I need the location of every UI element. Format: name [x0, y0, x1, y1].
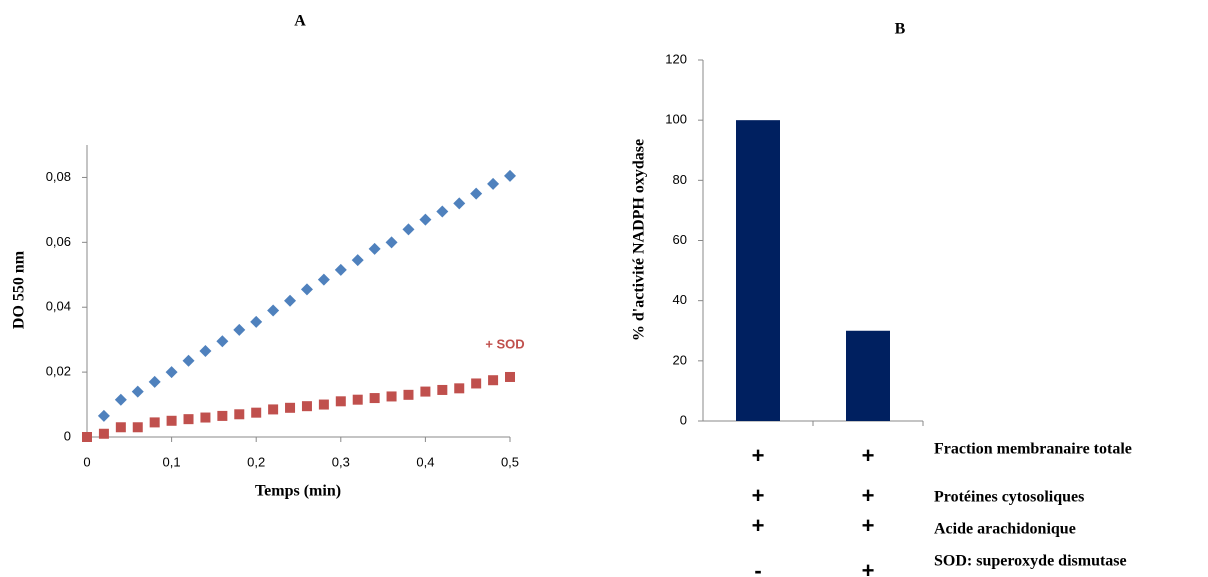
row-sign: + [862, 483, 875, 508]
y-tick-label: 40 [673, 292, 687, 307]
point [318, 399, 329, 410]
bar [846, 330, 890, 421]
point [419, 213, 432, 226]
chart-title: A [294, 13, 306, 30]
y-tick-label: 0,06 [46, 234, 71, 249]
point [488, 375, 499, 386]
point [114, 393, 127, 406]
y-tick-label: 0,08 [46, 169, 71, 184]
point [200, 412, 211, 423]
point [234, 409, 245, 420]
row-sign: + [862, 558, 875, 577]
point [368, 242, 381, 255]
point [148, 375, 161, 388]
x-tick-label: 0,4 [416, 454, 434, 469]
row-sign: - [754, 558, 761, 577]
y-tick-label: 80 [673, 172, 687, 187]
x-axis-title: Temps (min) [255, 483, 341, 500]
point [285, 402, 296, 413]
y-tick-label: 0 [680, 412, 687, 427]
row-sign: + [752, 513, 765, 538]
point [132, 422, 143, 433]
point [403, 389, 414, 400]
point [487, 177, 500, 190]
point [453, 197, 466, 210]
point [149, 417, 160, 428]
x-tick-label: 0,2 [247, 454, 265, 469]
point [217, 410, 228, 421]
row-label: Acide arachidonique [934, 521, 1076, 538]
point [471, 378, 482, 389]
chart-title: B [895, 21, 906, 38]
point [183, 414, 194, 425]
row-sign: + [862, 513, 875, 538]
point [420, 386, 431, 397]
point [504, 169, 516, 182]
point [385, 236, 398, 249]
y-tick-label: 0,04 [46, 299, 71, 314]
x-tick-label: 0,3 [332, 454, 350, 469]
y-tick-label: 100 [665, 112, 687, 127]
point [182, 354, 195, 367]
row-sign: + [752, 483, 765, 508]
point [351, 254, 364, 267]
x-tick-label: 0,1 [163, 454, 181, 469]
point [233, 323, 246, 336]
y-axis-title: DO 550 nm [11, 250, 28, 329]
point [505, 371, 515, 382]
y-tick-label: 120 [665, 51, 687, 66]
y-tick-label: 20 [673, 352, 687, 367]
point [268, 404, 279, 415]
point [454, 383, 465, 394]
point [82, 432, 92, 442]
bar [736, 120, 780, 422]
point [165, 366, 178, 379]
point [436, 205, 449, 218]
y-tick-label: 60 [673, 232, 687, 247]
row-label: Protéines cytosoliques [934, 489, 1084, 506]
point [300, 283, 313, 296]
x-tick-label: 0 [83, 454, 90, 469]
point [369, 393, 380, 404]
point [98, 428, 109, 439]
point [301, 401, 312, 412]
point [470, 187, 483, 200]
point [251, 407, 262, 418]
point [267, 304, 280, 317]
row-sign: + [752, 443, 765, 468]
row-sign: + [862, 443, 875, 468]
point [437, 384, 448, 395]
y-axis-title: % d'activité NADPH oxydase [631, 139, 648, 341]
point [131, 385, 144, 398]
row-label: Fraction membranaire totale [934, 441, 1132, 458]
x-tick-label: 0,5 [501, 454, 519, 469]
point [250, 315, 263, 328]
point [335, 396, 346, 407]
point [115, 422, 126, 433]
point [334, 263, 347, 276]
point [317, 273, 330, 286]
point [216, 335, 229, 348]
point [199, 345, 212, 358]
point [284, 294, 297, 307]
point [352, 394, 363, 405]
point [166, 415, 177, 426]
y-tick-label: 0 [64, 428, 71, 443]
point [386, 391, 397, 402]
annotation: + SOD [485, 336, 524, 351]
point [97, 409, 110, 422]
y-tick-label: 0,02 [46, 364, 71, 379]
point [402, 223, 415, 236]
row-label: SOD: superoxyde dismutase [934, 553, 1127, 570]
